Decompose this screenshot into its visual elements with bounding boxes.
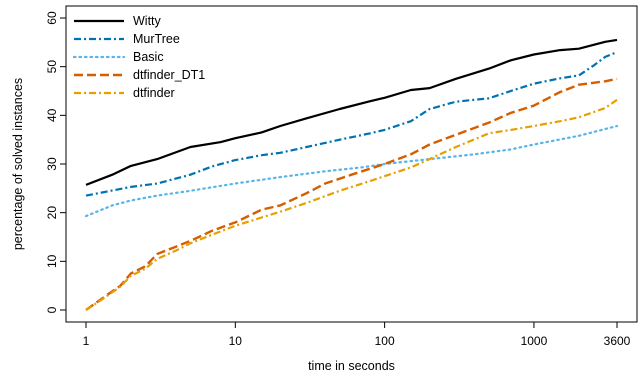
y-axis-title: percentage of solved instances (11, 78, 25, 250)
y-tick-label: 60 (45, 11, 59, 25)
series-line-dtfinder-dt1 (85, 77, 618, 311)
y-tick-label: 20 (45, 206, 59, 220)
x-tick-label: 100 (375, 334, 395, 348)
x-axis-title: time in seconds (308, 359, 395, 373)
legend-label: dtfinder_DT1 (133, 68, 205, 82)
series-line-basic (84, 124, 619, 218)
x-tick-label: 10 (229, 334, 243, 348)
x-tick-label: 3600 (604, 334, 631, 348)
y-tick-label: 30 (45, 157, 59, 171)
x-tick-label: 1000 (521, 334, 548, 348)
x-tick-label: 1 (83, 334, 90, 348)
legend-label: Basic (133, 50, 164, 64)
y-tick-label: 0 (45, 306, 59, 313)
legend-label: Witty (133, 14, 162, 28)
series-line-murtree (85, 51, 618, 197)
series-line-dtfinder (85, 98, 618, 311)
y-tick-label: 40 (45, 108, 59, 122)
y-tick-label: 10 (45, 254, 59, 268)
series-line-witty (85, 38, 618, 186)
y-tick-label: 50 (45, 60, 59, 74)
legend-label: MurTree (133, 32, 180, 46)
legend-label: dtfinder (133, 86, 175, 100)
